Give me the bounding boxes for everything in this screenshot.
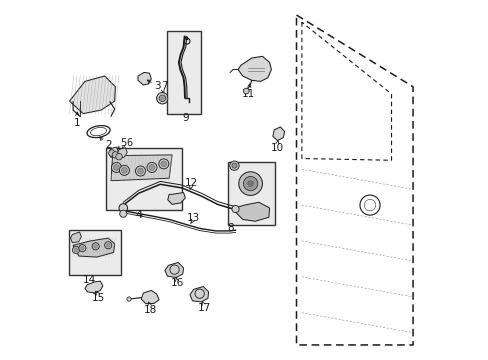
Circle shape: [161, 161, 166, 167]
Text: 18: 18: [143, 305, 157, 315]
Text: 6: 6: [126, 138, 132, 148]
FancyBboxPatch shape: [167, 31, 201, 114]
Circle shape: [247, 181, 253, 186]
Text: 17: 17: [197, 303, 210, 313]
Text: 15: 15: [91, 293, 104, 303]
Text: 12: 12: [184, 178, 198, 188]
Circle shape: [231, 206, 239, 213]
Circle shape: [229, 161, 239, 170]
Circle shape: [72, 246, 80, 253]
Circle shape: [74, 248, 78, 252]
Circle shape: [106, 243, 110, 247]
Text: 10: 10: [270, 143, 284, 153]
Circle shape: [243, 176, 257, 191]
Polygon shape: [232, 202, 269, 221]
Circle shape: [92, 243, 99, 250]
Polygon shape: [138, 72, 151, 85]
Circle shape: [238, 172, 262, 195]
Text: 14: 14: [83, 275, 96, 285]
Circle shape: [147, 162, 157, 172]
Circle shape: [137, 168, 143, 174]
Polygon shape: [167, 193, 185, 204]
Text: 9: 9: [182, 113, 188, 123]
Polygon shape: [141, 291, 159, 304]
Circle shape: [135, 166, 145, 176]
FancyBboxPatch shape: [106, 148, 182, 211]
Circle shape: [116, 153, 122, 160]
Polygon shape: [190, 287, 208, 302]
Polygon shape: [73, 238, 115, 257]
Circle shape: [112, 152, 119, 158]
Text: 5: 5: [120, 138, 126, 148]
Circle shape: [126, 297, 131, 301]
Text: 1: 1: [73, 118, 80, 128]
Polygon shape: [111, 155, 172, 181]
Circle shape: [81, 246, 84, 250]
Text: 3: 3: [154, 81, 161, 91]
Circle shape: [104, 242, 112, 249]
Polygon shape: [164, 262, 183, 278]
Circle shape: [243, 88, 249, 94]
Polygon shape: [109, 147, 118, 157]
FancyBboxPatch shape: [228, 162, 274, 225]
Text: 11: 11: [242, 89, 255, 99]
Circle shape: [79, 244, 86, 252]
Text: 7: 7: [161, 81, 168, 91]
Text: 4: 4: [135, 210, 142, 220]
Text: 13: 13: [186, 213, 200, 222]
Text: 16: 16: [170, 278, 183, 288]
Circle shape: [156, 93, 168, 104]
Circle shape: [94, 244, 97, 248]
Circle shape: [120, 210, 126, 217]
FancyBboxPatch shape: [69, 230, 121, 275]
Polygon shape: [117, 148, 127, 158]
Circle shape: [159, 159, 168, 169]
Circle shape: [231, 163, 237, 168]
Polygon shape: [272, 127, 284, 140]
Polygon shape: [85, 281, 102, 293]
Circle shape: [119, 165, 129, 175]
Circle shape: [119, 204, 127, 212]
Circle shape: [111, 162, 121, 172]
Circle shape: [108, 150, 115, 156]
Polygon shape: [69, 76, 115, 114]
Circle shape: [121, 167, 127, 173]
Circle shape: [159, 95, 165, 102]
Text: 2: 2: [105, 140, 112, 150]
Text: 8: 8: [227, 223, 234, 233]
Circle shape: [113, 165, 119, 170]
Circle shape: [149, 165, 155, 170]
Polygon shape: [238, 56, 271, 81]
Polygon shape: [70, 232, 81, 243]
